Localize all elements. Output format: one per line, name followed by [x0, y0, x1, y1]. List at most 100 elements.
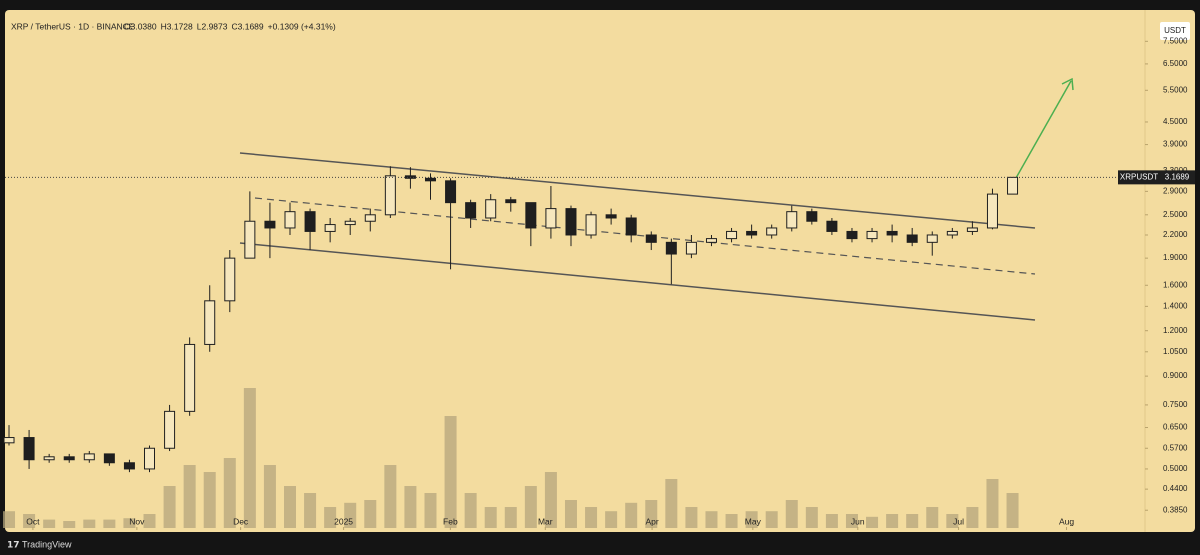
candle-body: [164, 410, 176, 449]
candle-body: [866, 230, 878, 240]
y-tick-label: 1.0500: [1163, 347, 1188, 356]
candle-body: [545, 208, 557, 229]
volume-bar: [263, 465, 276, 528]
x-tick-label: Apr: [645, 516, 658, 526]
projection-arrow: [1015, 80, 1072, 179]
x-tick-label: Nov: [129, 516, 145, 526]
volume-bar: [464, 493, 477, 528]
candle-body: [445, 180, 457, 204]
candle-body: [505, 199, 517, 204]
volume-bar: [103, 519, 116, 528]
x-tick-label: Dec: [233, 516, 249, 526]
channel-upper: [239, 152, 1036, 229]
volume-bar: [986, 479, 999, 528]
y-tick-label: 1.4000: [1163, 301, 1188, 310]
candle-body: [986, 193, 998, 229]
candle-body: [304, 211, 316, 232]
x-tick-label: Aug: [1059, 516, 1074, 526]
volume-bar: [83, 519, 96, 528]
volume-bar: [906, 514, 919, 528]
y-tick-label: 2.5000: [1163, 210, 1188, 219]
candle-body: [746, 230, 758, 236]
candle-body: [424, 177, 436, 182]
candle-body: [685, 241, 697, 255]
x-tick-label: May: [745, 516, 762, 526]
y-tick-label: 0.3850: [1163, 505, 1188, 514]
y-tick-label: 0.6500: [1163, 423, 1188, 432]
y-tick-label: 2.2000: [1163, 230, 1188, 239]
candle-body: [3, 437, 15, 444]
volume-bar: [544, 472, 557, 528]
candle-body: [384, 175, 396, 216]
volume-bar: [625, 502, 638, 528]
brand-logo: 𝟭𝟳: [7, 539, 20, 549]
currency: USDT: [1164, 26, 1186, 35]
candle-body: [284, 211, 296, 229]
volume-bar: [424, 493, 437, 528]
volume-bar: [23, 514, 36, 528]
candle-body: [946, 230, 958, 236]
candle-body: [645, 234, 657, 243]
volume-bar: [946, 514, 959, 528]
candle-body: [485, 199, 497, 219]
drawings: [239, 77, 1074, 321]
candle-body: [344, 220, 356, 226]
chart-pane: [5, 10, 1195, 532]
volume-bar: [203, 472, 216, 528]
y-tick-label: 2.9000: [1163, 186, 1188, 195]
candle-body: [264, 220, 276, 229]
x-tick-label: Oct: [26, 516, 40, 526]
volume-bar: [304, 493, 317, 528]
candle-body: [665, 241, 677, 255]
volume-bar: [43, 519, 56, 528]
y-tick-label: 0.7500: [1163, 400, 1188, 409]
candle-body: [766, 227, 778, 236]
y-tick-label: 4.5000: [1163, 117, 1188, 126]
candle-body: [926, 234, 938, 243]
candle-body: [585, 214, 597, 236]
candle-body: [786, 211, 798, 229]
candle-body: [1007, 176, 1019, 195]
ohlc-value: C3.1689: [232, 21, 264, 31]
candle-body: [43, 456, 55, 461]
candle-body: [605, 214, 617, 219]
y-tick-label: 7.5000: [1163, 36, 1188, 45]
volume-bar: [183, 465, 196, 528]
volume-bar: [243, 388, 256, 528]
x-tick-label: Feb: [443, 516, 458, 526]
candle-body: [244, 220, 256, 259]
last-price: 3.1689: [1165, 172, 1190, 181]
arrow-head: [1061, 77, 1074, 91]
candle-body: [806, 211, 818, 222]
y-tick-label: 1.9000: [1163, 253, 1188, 262]
currency-box: [1160, 22, 1190, 40]
y-tick-label: 1.6000: [1163, 280, 1188, 289]
candle-body: [906, 234, 918, 243]
candle-body: [63, 456, 75, 461]
candle-body: [144, 447, 156, 470]
volume-bar: [845, 514, 858, 528]
volume-bar: [63, 521, 76, 528]
volume-bar: [725, 514, 738, 528]
volume-bar: [645, 500, 658, 528]
candle-body: [324, 224, 336, 232]
x-tick-label: Jun: [851, 516, 865, 526]
volume-bar: [685, 507, 698, 528]
volume-bar: [344, 502, 357, 528]
channel-lower: [239, 242, 1036, 321]
volume-bar: [765, 511, 778, 528]
y-tick-label: 3.9000: [1163, 140, 1188, 149]
ohlc-value: H3.1728: [161, 21, 193, 31]
ohlc-value: +0.1309 (+4.31%): [268, 21, 336, 31]
y-tick-label: 6.5000: [1163, 59, 1188, 68]
volume-bar: [404, 486, 417, 528]
candle-body: [826, 220, 838, 232]
volume-bar: [605, 511, 618, 528]
candle-body: [184, 343, 196, 412]
volume-bar: [444, 416, 457, 528]
brand: TradingView: [22, 539, 72, 549]
volume-bar: [665, 479, 678, 528]
candle-body: [565, 208, 577, 236]
volume-bar: [705, 511, 718, 528]
